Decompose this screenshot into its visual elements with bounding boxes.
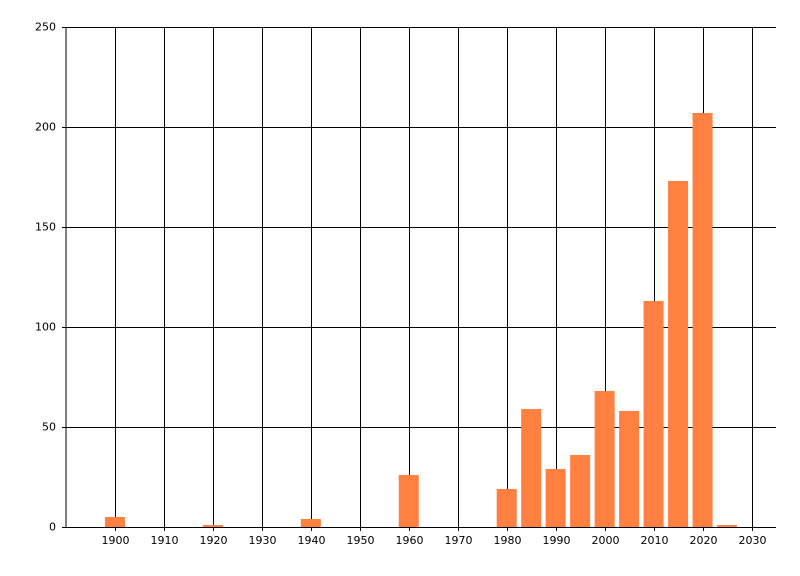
y-tick-label: 150: [35, 221, 56, 234]
x-tick-label: 2020: [690, 534, 718, 547]
x-tick-label: 1950: [347, 534, 375, 547]
y-tick-label: 100: [35, 321, 56, 334]
bar: [398, 475, 419, 527]
x-tick-label: 1930: [249, 534, 277, 547]
x-tick-label: 1940: [298, 534, 326, 547]
y-tick-label: 250: [35, 21, 56, 34]
bar: [496, 489, 517, 527]
x-tick-label: 1910: [151, 534, 179, 547]
y-tick-label: 0: [49, 521, 56, 534]
bar: [570, 455, 591, 527]
x-tick-label: 1990: [543, 534, 571, 547]
x-tick-label: 1920: [200, 534, 228, 547]
x-tick-label: 2010: [641, 534, 669, 547]
bar: [521, 409, 542, 527]
x-tick-label: 2030: [739, 534, 767, 547]
bar: [300, 519, 321, 527]
y-tick-label: 200: [35, 121, 56, 134]
bar: [104, 517, 125, 527]
bar: [545, 469, 566, 527]
bar: [668, 181, 689, 527]
x-tick-label: 2000: [592, 534, 620, 547]
x-tick-label: 1900: [102, 534, 130, 547]
bar: [619, 411, 640, 527]
bar: [692, 113, 713, 527]
x-tick-label: 1960: [396, 534, 424, 547]
bar: [643, 301, 664, 527]
bar: [717, 525, 738, 527]
x-tick-label: 1970: [445, 534, 473, 547]
bar: [202, 525, 223, 527]
bar: [594, 391, 615, 527]
x-tick-label: 1980: [494, 534, 522, 547]
y-tick-label: 50: [42, 421, 56, 434]
